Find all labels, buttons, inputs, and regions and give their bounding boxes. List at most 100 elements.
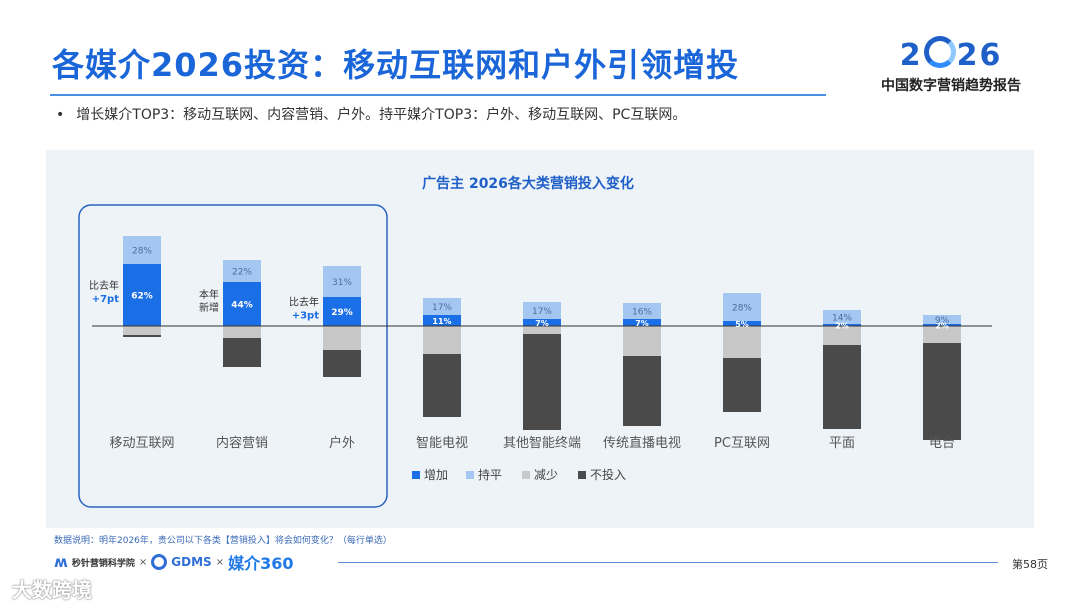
category-label-0: 移动互联网 (109, 436, 174, 451)
category-label-3: 智能电视 (416, 436, 468, 451)
bar-decrease-7 (823, 326, 861, 345)
bullet-text: 增长媒介TOP3：移动互联网、内容营销、户外。持平媒介TOP3：户外、移动互联网… (76, 107, 687, 123)
bar-flat-4 (523, 302, 561, 319)
bar-none-4 (523, 334, 561, 430)
gdms-logo-icon (151, 554, 168, 570)
bar-flat-2 (323, 266, 361, 297)
meijie360-logo-text: 媒介360 (228, 554, 294, 573)
brand-year-zero-icon (923, 36, 956, 68)
label-increase-6: 5% (735, 320, 749, 329)
label-increase-3: 11% (432, 317, 451, 326)
miaozhen-logo-icon: ʍ (54, 553, 68, 571)
logo-separator: × (138, 556, 148, 568)
label-flat-5: 16% (632, 308, 652, 318)
annotation-1-line-1: 新增 (199, 301, 219, 314)
watermark: 大数跨境 (12, 578, 92, 602)
bar-increase-6 (723, 321, 761, 326)
legend-swatch-2 (522, 471, 530, 479)
annotation-1-line-0: 本年 (199, 288, 219, 301)
bar-decrease-3 (423, 326, 461, 354)
bar-decrease-5 (623, 326, 661, 356)
bullet-dot: • (56, 107, 65, 123)
bar-flat-8 (923, 315, 961, 324)
label-increase-2: 29% (331, 308, 353, 318)
brand-year: 2 26 (899, 36, 1003, 73)
bar-none-1 (223, 338, 261, 367)
label-increase-4: 7% (535, 319, 549, 328)
annotation-2-line-0: 比去年 (289, 296, 319, 309)
bar-decrease-2 (323, 326, 361, 350)
label-flat-0: 28% (132, 247, 152, 257)
report-brand: 2 26 中国数字营销趋势报告 (866, 36, 1036, 95)
bar-none-8 (923, 343, 961, 440)
footer-line (338, 562, 998, 563)
legend-label-2: 减少 (534, 468, 558, 482)
legend-label-1: 持平 (478, 467, 502, 482)
label-flat-6: 28% (732, 304, 752, 314)
category-label-5: 传统直播电视 (603, 436, 681, 451)
label-increase-5: 7% (635, 319, 649, 328)
bar-increase-0 (123, 264, 161, 326)
bar-increase-2 (323, 297, 361, 326)
label-flat-3: 17% (432, 303, 452, 313)
logo-separator: × (215, 556, 225, 568)
brand-subtitle: 中国数字营销趋势报告 (881, 78, 1021, 94)
category-label-8: 电台 (929, 436, 955, 451)
bar-decrease-4 (523, 326, 561, 334)
label-increase-1: 44% (231, 301, 253, 311)
bar-increase-3 (423, 315, 461, 326)
bar-none-0 (123, 335, 161, 337)
annotation-2-line-1: +3pt (292, 311, 319, 322)
annotation-0-line-0: 比去年 (89, 279, 119, 292)
label-increase-7: 2% (835, 322, 849, 331)
label-increase-8: 2% (935, 322, 949, 331)
highlight-box (78, 204, 388, 508)
footer-logos: ʍ 秒针营销科学院 × GDMS × 媒介360 (54, 548, 293, 576)
category-label-2: 户外 (329, 435, 355, 451)
bar-flat-7 (823, 310, 861, 324)
legend-swatch-3 (578, 471, 586, 479)
category-label-1: 内容营销 (216, 435, 268, 451)
bar-increase-1 (223, 282, 261, 326)
bar-decrease-0 (123, 326, 161, 335)
bar-decrease-8 (923, 326, 961, 343)
title-underline (50, 94, 826, 96)
label-flat-4: 17% (532, 307, 552, 317)
bar-flat-5 (623, 303, 661, 319)
label-flat-2: 31% (332, 278, 352, 288)
bar-increase-5 (623, 319, 661, 326)
bar-flat-0 (123, 236, 161, 264)
bar-none-7 (823, 345, 861, 429)
legend-swatch-0 (412, 471, 420, 479)
bar-increase-4 (523, 319, 561, 326)
label-flat-8: 9% (935, 316, 950, 326)
chart-title: 广告主 2026各大类营销投入变化 (422, 175, 634, 192)
category-label-7: 平面 (829, 436, 855, 451)
label-increase-0: 62% (131, 292, 153, 302)
page-number: 第58页 (1012, 558, 1048, 571)
bar-none-5 (623, 356, 661, 426)
bar-flat-6 (723, 293, 761, 321)
miaozhen-logo-text: 秒针营销科学院 (71, 558, 135, 569)
category-label-6: PC互联网 (714, 436, 770, 451)
legend-label-3: 不投入 (590, 467, 626, 482)
bar-decrease-6 (723, 326, 761, 358)
data-note: 数据说明：明年2026年，贵公司以下各类【营销投入】将会如何变化？（每行单选） (54, 536, 392, 546)
annotation-0-line-1: +7pt (92, 294, 119, 305)
bar-none-6 (723, 358, 761, 412)
category-label-4: 其他智能终端 (503, 435, 581, 451)
summary-bullet: • 增长媒介TOP3：移动互联网、内容营销、户外。持平媒介TOP3：户外、移动互联… (56, 104, 686, 124)
bar-decrease-1 (223, 326, 261, 338)
bar-flat-1 (223, 260, 261, 282)
bar-increase-8 (923, 324, 961, 326)
bar-flat-3 (423, 298, 461, 315)
page-title: 各媒介2026投资：移动互联网和户外引领增投 (52, 46, 740, 84)
legend-label-0: 增加 (424, 468, 448, 482)
bar-increase-7 (823, 324, 861, 326)
bar-none-2 (323, 350, 361, 377)
legend-swatch-1 (466, 471, 474, 479)
bar-none-3 (423, 354, 461, 417)
label-flat-7: 14% (832, 314, 852, 324)
gdms-logo-text: GDMS (171, 555, 212, 569)
